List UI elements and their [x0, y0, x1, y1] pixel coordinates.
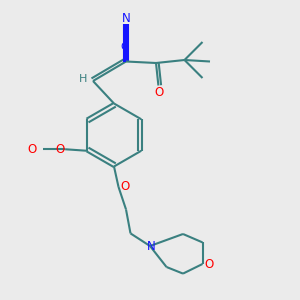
Text: O: O — [154, 85, 164, 99]
Text: O: O — [55, 143, 64, 156]
Text: C: C — [121, 41, 128, 52]
Text: O: O — [28, 143, 37, 156]
Text: H: H — [79, 74, 88, 84]
Text: N: N — [146, 239, 155, 253]
Text: O: O — [121, 180, 130, 194]
Text: O: O — [205, 257, 214, 271]
Text: N: N — [122, 12, 130, 25]
